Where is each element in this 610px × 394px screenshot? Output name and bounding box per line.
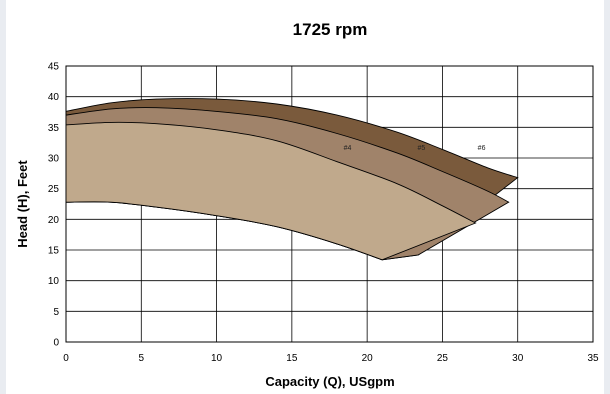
y-tick-label: 5	[53, 307, 59, 318]
chart-title: 1725 rpm	[293, 20, 368, 39]
x-axis-title: Capacity (Q), USgpm	[265, 374, 394, 389]
y-tick-label: 15	[48, 246, 60, 257]
series-label-impeller-5: #5	[417, 145, 425, 152]
x-tick-label: 30	[512, 353, 524, 364]
y-tick-label: 0	[53, 338, 59, 349]
x-tick-label: 20	[362, 353, 374, 364]
y-tick-label: 45	[48, 62, 60, 73]
x-tick-label: 35	[587, 353, 599, 364]
y-axis-ticks: 0 5 10 15 20 25 30 35 40 45	[48, 62, 60, 349]
y-axis-title: Head (H), Feet	[15, 160, 30, 248]
x-tick-label: 10	[211, 353, 223, 364]
y-tick-label: 35	[48, 123, 60, 134]
series-label-impeller-6: #6	[478, 145, 486, 152]
y-tick-label: 25	[48, 184, 60, 195]
y-tick-label: 10	[48, 276, 60, 287]
y-tick-label: 20	[48, 215, 60, 226]
x-tick-label: 5	[139, 353, 145, 364]
series-layer: #6 #5 #4	[65, 98, 519, 261]
series-label-impeller-4: #4	[344, 145, 352, 152]
x-tick-label: 15	[286, 353, 298, 364]
y-tick-label: 40	[48, 92, 60, 103]
x-axis-ticks: 0 5 10 15 20 25 30 35	[63, 353, 599, 364]
x-tick-label: 25	[437, 353, 449, 364]
y-tick-label: 30	[48, 154, 60, 165]
x-tick-label: 0	[63, 353, 69, 364]
series-band-impeller-4	[65, 121, 477, 261]
